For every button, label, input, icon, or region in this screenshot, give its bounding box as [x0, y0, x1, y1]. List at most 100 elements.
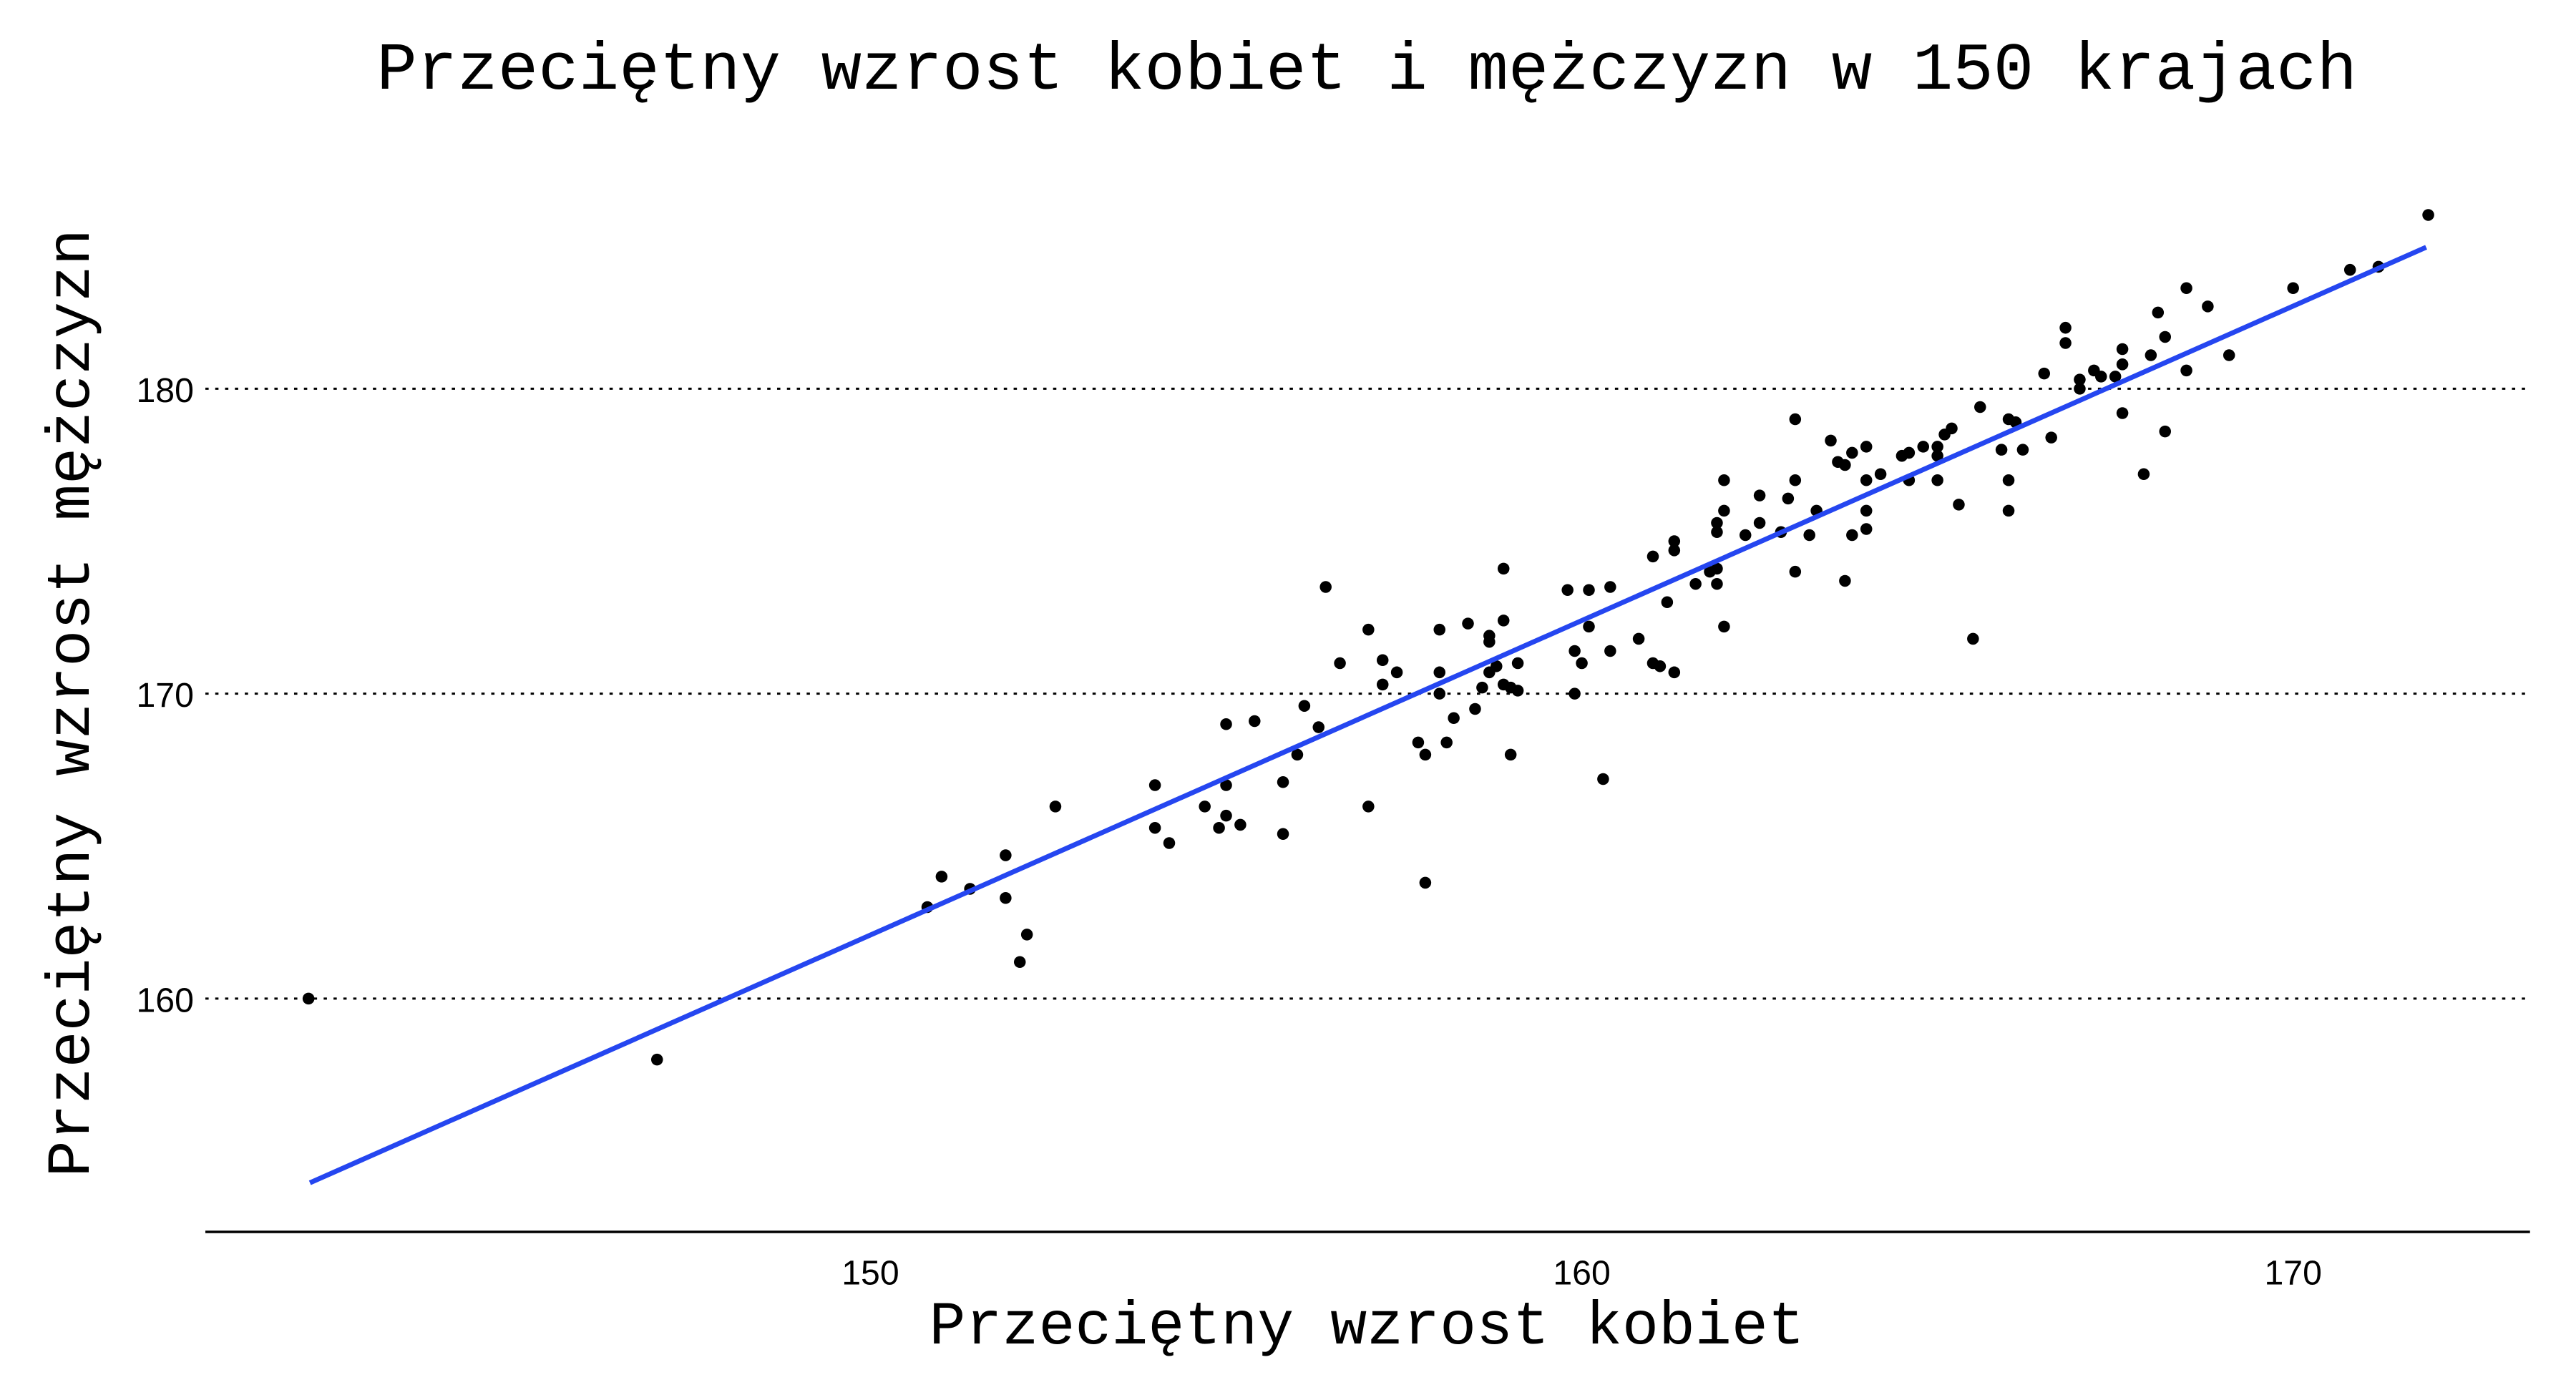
- data-point: [2202, 300, 2214, 313]
- data-point: [1789, 474, 1802, 486]
- data-point: [2074, 373, 2086, 386]
- x-tick-label: 160: [1553, 1253, 1610, 1292]
- y-tick-label: 160: [136, 981, 193, 1019]
- data-point: [1711, 577, 1723, 590]
- data-point: [1711, 526, 1723, 539]
- data-point: [1995, 444, 2008, 456]
- data-point: [2287, 282, 2299, 295]
- data-point: [1376, 678, 1389, 691]
- data-point: [1739, 529, 1752, 542]
- data-point: [2002, 504, 2015, 517]
- data-point: [935, 871, 948, 883]
- data-point: [1433, 623, 1446, 636]
- data-point: [1825, 434, 1837, 447]
- data-point: [1277, 776, 1289, 788]
- x-axis-label: Przeciętny wzrost kobiet: [930, 1293, 1805, 1362]
- data-point: [1199, 801, 1211, 813]
- data-point: [1903, 446, 1916, 459]
- data-point: [1220, 718, 1232, 730]
- data-point: [2116, 343, 2129, 356]
- chart-title: Przeciętny wzrost kobiet i mężczyzn w 15…: [376, 34, 2357, 109]
- data-point: [1504, 748, 1517, 761]
- data-point: [2016, 444, 2029, 456]
- data-point: [1462, 617, 1474, 630]
- data-point: [1753, 517, 1766, 529]
- data-point: [2116, 407, 2129, 419]
- data-point: [2074, 383, 2086, 395]
- data-point: [1362, 623, 1375, 636]
- data-point: [1860, 504, 1873, 517]
- data-point: [1491, 660, 1503, 672]
- data-point: [1860, 523, 1873, 535]
- y-axis-label: Przeciętny wzrost mężczyzn: [38, 229, 107, 1177]
- data-point: [2002, 474, 2015, 486]
- data-point: [1789, 565, 1802, 578]
- data-point: [1654, 660, 1667, 672]
- data-point: [2159, 425, 2172, 438]
- data-point: [2180, 282, 2192, 295]
- data-point: [2343, 263, 2356, 276]
- data-point: [1448, 712, 1460, 725]
- data-point: [1249, 715, 1261, 728]
- data-point: [1803, 529, 1815, 542]
- data-point: [1711, 562, 1723, 575]
- data-point: [1148, 821, 1161, 834]
- data-point: [1689, 577, 1702, 590]
- data-point: [1511, 657, 1524, 670]
- data-point: [2137, 468, 2150, 481]
- data-point: [1782, 492, 1795, 505]
- data-point: [1718, 474, 1730, 486]
- data-point: [1718, 620, 1730, 633]
- data-point: [1213, 821, 1225, 834]
- data-point: [1220, 779, 1232, 791]
- data-point: [1668, 535, 1681, 547]
- data-point: [1163, 837, 1176, 849]
- data-point: [1839, 574, 1851, 587]
- data-point: [2223, 349, 2235, 361]
- data-point: [1568, 687, 1581, 700]
- data-point: [650, 1053, 663, 1066]
- data-point: [1433, 666, 1446, 679]
- data-point: [1953, 499, 1965, 511]
- data-point: [1497, 562, 1510, 575]
- data-point: [1000, 891, 1012, 904]
- data-point: [1931, 449, 1943, 462]
- data-point: [1419, 748, 1432, 761]
- data-point: [2152, 306, 2165, 319]
- data-point: [1597, 773, 1609, 785]
- data-point: [1668, 666, 1681, 679]
- data-point: [1561, 584, 1574, 597]
- data-point: [1220, 809, 1232, 822]
- data-point: [2180, 364, 2192, 377]
- data-point: [1334, 657, 1346, 670]
- data-point: [1583, 620, 1595, 633]
- data-point: [1234, 818, 1246, 831]
- data-point: [1753, 489, 1766, 501]
- data-point: [1576, 657, 1588, 670]
- data-point: [1931, 474, 1943, 486]
- data-point: [1483, 635, 1496, 648]
- data-point: [1974, 401, 1986, 413]
- data-point: [1583, 584, 1595, 597]
- data-point: [1049, 801, 1062, 813]
- data-point: [1646, 550, 1659, 563]
- data-point: [1476, 681, 1488, 694]
- data-point: [1376, 654, 1389, 667]
- data-point: [1604, 645, 1616, 657]
- data-point: [2059, 321, 2072, 334]
- data-point: [2159, 331, 2172, 343]
- data-point: [1511, 685, 1524, 697]
- data-point: [1469, 703, 1481, 715]
- data-point: [1312, 721, 1325, 733]
- data-point: [1362, 801, 1375, 813]
- data-point: [1298, 700, 1311, 712]
- data-point: [1711, 517, 1723, 529]
- data-point: [2422, 209, 2434, 221]
- data-point: [2145, 349, 2157, 361]
- data-point: [1148, 779, 1161, 791]
- data-point: [1839, 459, 1851, 471]
- data-point: [1860, 441, 1873, 453]
- data-point: [2059, 337, 2072, 349]
